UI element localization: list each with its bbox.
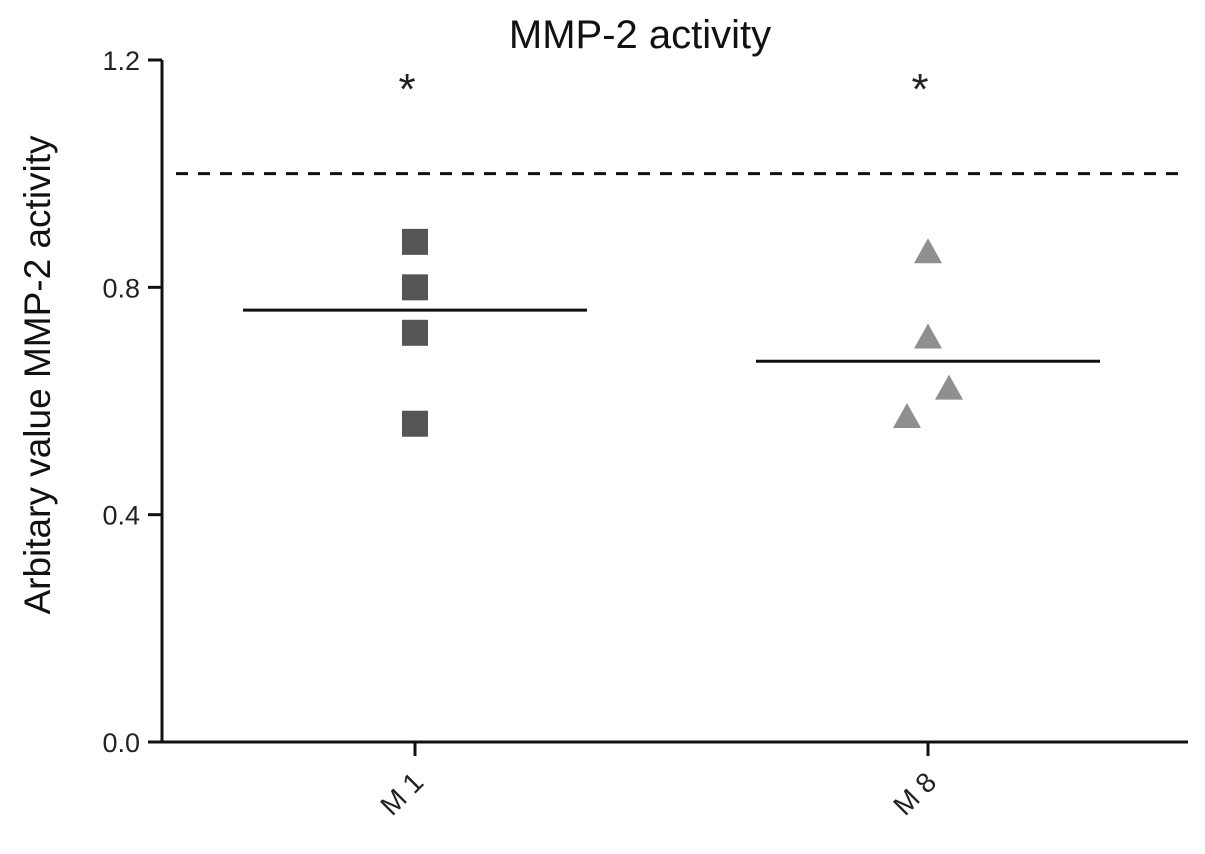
mean-lines bbox=[243, 308, 1100, 363]
y-tick-label: 1.2 bbox=[102, 46, 140, 76]
significance-asterisk: * bbox=[911, 65, 928, 114]
y-axis-label: Arbitary value MMP-2 activity bbox=[17, 135, 58, 615]
data-point-triangle bbox=[893, 403, 921, 429]
data-point-triangle bbox=[935, 374, 963, 400]
data-point-triangle bbox=[914, 323, 942, 349]
chart-title: MMP-2 activity bbox=[509, 13, 771, 57]
significance-markers: * * bbox=[398, 65, 928, 114]
data-point-triangle bbox=[914, 238, 942, 264]
data-point-square bbox=[402, 228, 428, 255]
data-point-square bbox=[402, 274, 428, 301]
y-ticks: 0.0 0.4 0.8 1.2 bbox=[102, 46, 162, 758]
y-tick-label: 0.8 bbox=[102, 273, 140, 303]
data-point-square bbox=[402, 319, 428, 346]
data-points bbox=[402, 228, 963, 437]
x-tick-label: M 8 bbox=[887, 766, 942, 821]
data-point-square bbox=[402, 410, 428, 437]
significance-asterisk: * bbox=[398, 65, 415, 114]
y-tick-label: 0.4 bbox=[102, 501, 140, 531]
y-tick-label: 0.0 bbox=[102, 728, 140, 758]
x-ticks: M 1 M 8 bbox=[374, 742, 942, 821]
x-tick-label: M 1 bbox=[374, 766, 429, 821]
